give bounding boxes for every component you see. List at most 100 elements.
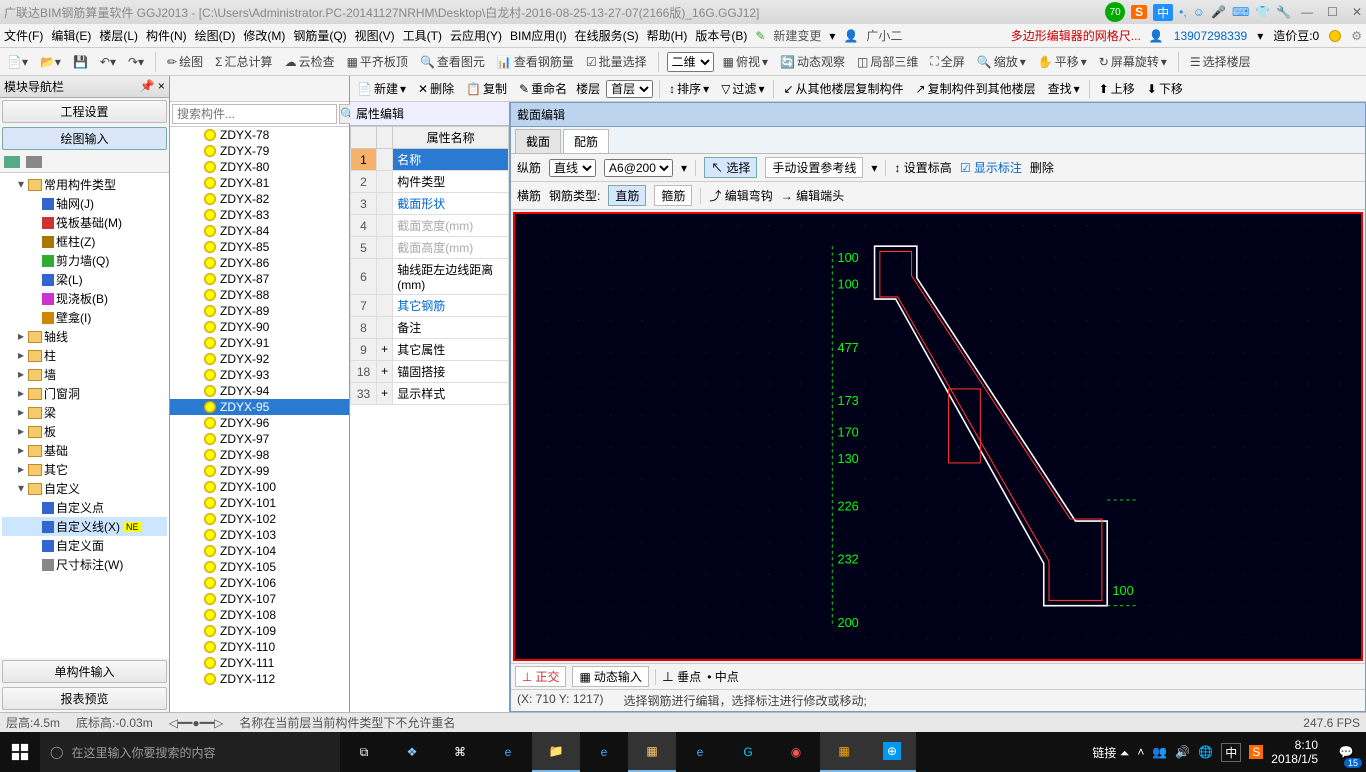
tab-draw-input[interactable]: 绘图输入 xyxy=(2,127,167,150)
menu-view[interactable]: 视图(V) xyxy=(355,27,395,44)
menu-help[interactable]: 帮助(H) xyxy=(647,27,688,44)
tree-item[interactable]: ▾自定义 xyxy=(2,479,167,498)
mid-snap-button[interactable]: • 中点 xyxy=(707,668,739,685)
component-item[interactable]: ZDYX-107 xyxy=(170,591,349,607)
orbit-button[interactable]: 🔄 动态观察 xyxy=(777,53,848,70)
edit-hook-button[interactable]: ⤴ 编辑弯钩 xyxy=(709,187,772,204)
prop-row[interactable]: 5截面高度(mm) xyxy=(351,237,509,259)
component-item[interactable]: ZDYX-84 xyxy=(170,223,349,239)
tree-item[interactable]: ▸板 xyxy=(2,422,167,441)
prop-row[interactable]: 1名称 xyxy=(351,149,509,171)
nav-ic2[interactable] xyxy=(26,156,42,168)
perp-snap-button[interactable]: ⊥ 垂点 xyxy=(662,668,701,685)
local-3d-button[interactable]: ◫ 局部三维 xyxy=(854,53,921,70)
component-item[interactable]: ZDYX-112 xyxy=(170,671,349,687)
edit-end-button[interactable]: → 编辑端头 xyxy=(781,187,844,204)
zoom-button[interactable]: 🔍 缩放▾ xyxy=(974,53,1029,70)
tb-app6[interactable]: ▦ xyxy=(820,732,868,772)
hoop-rebar-button[interactable]: 箍筋 xyxy=(654,185,692,206)
section-canvas[interactable]: 100 100 477 173 170 130 226 232 100 200 xyxy=(513,212,1363,661)
component-item[interactable]: ZDYX-89 xyxy=(170,303,349,319)
component-item[interactable]: ZDYX-87 xyxy=(170,271,349,287)
tab-project-settings[interactable]: 工程设置 xyxy=(2,100,167,123)
component-item[interactable]: ZDYX-81 xyxy=(170,175,349,191)
tree-item[interactable]: ▸墙 xyxy=(2,365,167,384)
select-tool-button[interactable]: ↖ 选择 xyxy=(704,157,757,178)
copy-comp-button[interactable]: 📋 复制 xyxy=(463,80,510,97)
taskbar-search[interactable]: ◯ 在这里输入你要搜索的内容 xyxy=(40,732,340,772)
component-item[interactable]: ZDYX-105 xyxy=(170,559,349,575)
undo-button[interactable]: ↶▾ xyxy=(97,55,119,69)
show-label-button[interactable]: ☑ 显示标注 xyxy=(960,159,1022,176)
menu-component[interactable]: 构件(N) xyxy=(146,27,187,44)
component-item[interactable]: ZDYX-103 xyxy=(170,527,349,543)
prop-row[interactable]: 7其它钢筋 xyxy=(351,295,509,317)
menu-tools[interactable]: 工具(T) xyxy=(403,27,442,44)
component-search-input[interactable] xyxy=(172,104,337,124)
tree-item[interactable]: 剪力墙(Q) xyxy=(2,251,167,270)
component-item[interactable]: ZDYX-95 xyxy=(170,399,349,415)
new-comp-button[interactable]: 📄 新建▾ xyxy=(354,80,409,97)
manual-ref-button[interactable]: 手动设置参考线 xyxy=(765,157,863,178)
component-item[interactable]: ZDYX-104 xyxy=(170,543,349,559)
component-item[interactable]: ZDYX-100 xyxy=(170,479,349,495)
user-label[interactable]: 广小二 xyxy=(866,27,902,44)
panel-close-icon[interactable]: × xyxy=(158,80,165,94)
prop-row[interactable]: 33+显示样式 xyxy=(351,383,509,405)
cloud-check-button[interactable]: ☁ 云检查 xyxy=(282,53,338,70)
tree-item[interactable]: 轴网(J) xyxy=(2,194,167,213)
component-item[interactable]: ZDYX-110 xyxy=(170,639,349,655)
copyto-button[interactable]: ↗ 复制构件到其他楼层 xyxy=(913,80,1039,97)
tree-item[interactable]: ▾常用构件类型 xyxy=(2,175,167,194)
component-item[interactable]: ZDYX-98 xyxy=(170,447,349,463)
tb-edge[interactable]: e xyxy=(580,732,628,772)
component-item[interactable]: ZDYX-106 xyxy=(170,575,349,591)
prop-row[interactable]: 6轴线距左边线距离(mm) xyxy=(351,259,509,295)
tb-app1[interactable]: ❖ xyxy=(388,732,436,772)
alert-message[interactable]: 多边形编辑器的网格尺... xyxy=(1011,27,1141,44)
minimize-button[interactable]: — xyxy=(1301,5,1313,19)
sort-button[interactable]: ↕ 排序▾ xyxy=(666,80,712,97)
rebar-spec[interactable]: A6@200 xyxy=(604,159,673,177)
tray-vol-icon[interactable]: 🔊 xyxy=(1175,745,1190,759)
view-mode-select[interactable]: 二维 xyxy=(667,52,714,72)
del-comp-button[interactable]: ✕ 删除 xyxy=(415,80,457,97)
prop-row[interactable]: 8备注 xyxy=(351,317,509,339)
moveup-button[interactable]: ⬆ 上移 xyxy=(1096,80,1138,97)
tree-item[interactable]: 梁(L) xyxy=(2,270,167,289)
straight-rebar-button[interactable]: 直筋 xyxy=(608,185,646,206)
component-item[interactable]: ZDYX-78 xyxy=(170,127,349,143)
tb-app3[interactable]: ▦ xyxy=(628,732,676,772)
component-item[interactable]: ZDYX-79 xyxy=(170,143,349,159)
menu-bim[interactable]: BIM应用(I) xyxy=(510,27,567,44)
tb-explorer[interactable]: 📁 xyxy=(532,732,580,772)
component-item[interactable]: ZDYX-109 xyxy=(170,623,349,639)
movedown-button[interactable]: ⬇ 下移 xyxy=(1144,80,1186,97)
tree-item[interactable]: 现浇板(B) xyxy=(2,289,167,308)
tree-item[interactable]: ▸其它 xyxy=(2,460,167,479)
menu-modify[interactable]: 修改(M) xyxy=(243,27,285,44)
redo-button[interactable]: ↷▾ xyxy=(125,55,147,69)
prop-row[interactable]: 3截面形状 xyxy=(351,193,509,215)
rebar-line-type[interactable]: 直线 xyxy=(549,159,596,177)
menu-version[interactable]: 版本号(B) xyxy=(695,27,747,44)
prop-row[interactable]: 4截面宽度(mm) xyxy=(351,215,509,237)
tree-item[interactable]: ▸基础 xyxy=(2,441,167,460)
batch-select-button[interactable]: ☑ 批量选择 xyxy=(583,53,650,70)
zoom-slider[interactable]: ◁━━●━━▷ xyxy=(169,716,224,730)
tray-link[interactable]: 链接 ⏶ xyxy=(1092,744,1129,761)
open-file-button[interactable]: 📂▾ xyxy=(37,55,64,69)
tree-item[interactable]: ▸门窗洞 xyxy=(2,384,167,403)
tray-up-icon[interactable]: ˄ xyxy=(1137,745,1144,759)
tree-item[interactable]: 自定义线(X)NE xyxy=(2,517,167,536)
filter-button[interactable]: ▽ 过滤▾ xyxy=(718,80,767,97)
component-item[interactable]: ZDYX-88 xyxy=(170,287,349,303)
delete-rebar-button[interactable]: 删除 xyxy=(1030,159,1054,176)
pan-button[interactable]: ✋ 平移▾ xyxy=(1035,53,1090,70)
tb-ie2[interactable]: e xyxy=(676,732,724,772)
menu-file[interactable]: 文件(F) xyxy=(4,27,43,44)
menu-cloud[interactable]: 云应用(Y) xyxy=(450,27,502,44)
component-item[interactable]: ZDYX-80 xyxy=(170,159,349,175)
save-button[interactable]: 💾 xyxy=(70,55,91,69)
align-top-button[interactable]: ▦ 平齐板顶 xyxy=(344,53,411,70)
